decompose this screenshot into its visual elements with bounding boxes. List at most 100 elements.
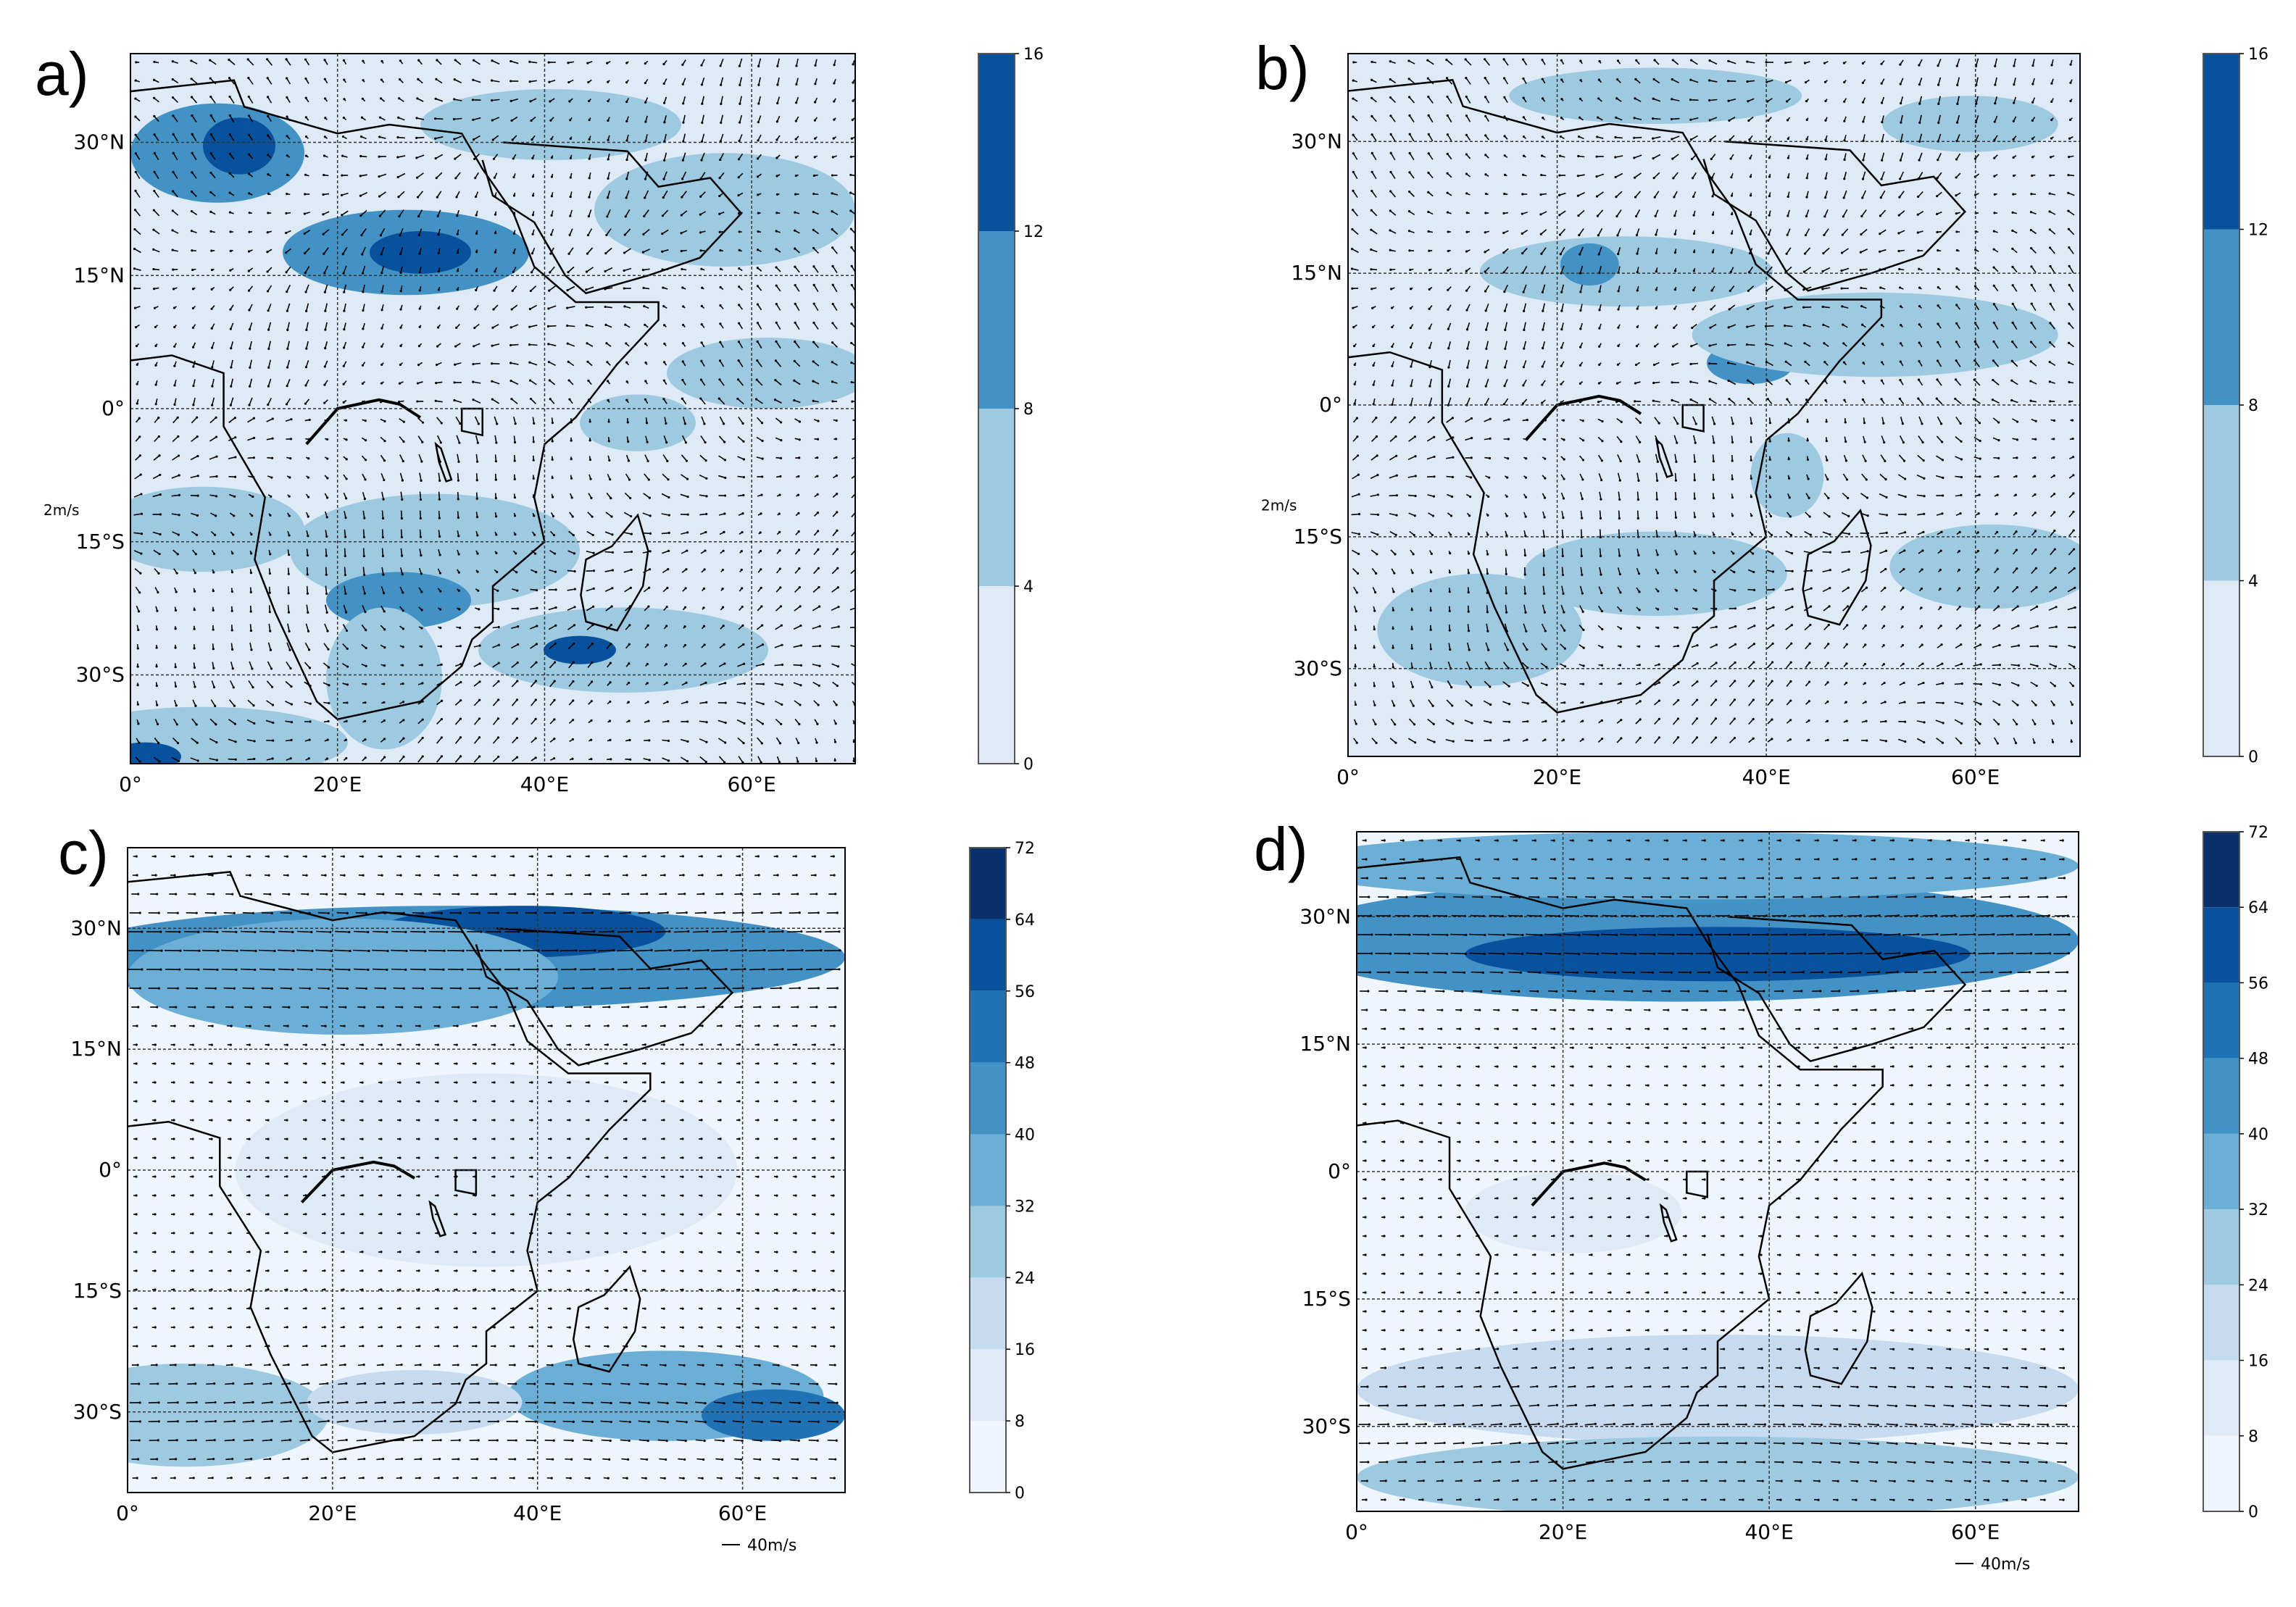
- shaded-region: [203, 117, 275, 174]
- shaded-region: [1509, 67, 1802, 124]
- lat-label: 30°N: [1299, 904, 1351, 928]
- lon-label: 20°E: [1539, 1520, 1587, 1544]
- colorbar-segment: [978, 54, 1015, 231]
- colorbar-segment: [2203, 1436, 2239, 1511]
- shaded-region: [1882, 96, 2058, 152]
- colorbar-tick-label: 40: [2248, 1126, 2268, 1144]
- lat-label: 15°N: [1299, 1032, 1351, 1056]
- colorbar-segment: [978, 586, 1015, 764]
- colorbar-segment: [978, 231, 1015, 409]
- colorbar-segment: [2203, 230, 2239, 406]
- lon-label: 0°: [1345, 1520, 1368, 1544]
- colorbar-tick-label: 8: [1023, 401, 1033, 419]
- colorbar-tick-label: 0: [1015, 1485, 1025, 1503]
- colorbar-tick-label: 8: [1015, 1413, 1025, 1431]
- colorbar-tick-label: 24: [1015, 1269, 1035, 1287]
- lat-label: 0°: [1319, 393, 1342, 417]
- colorbar-segment: [2203, 1134, 2239, 1209]
- colorbar-segment: [2203, 54, 2239, 230]
- colorbar-tick-label: 8: [2248, 397, 2258, 415]
- lon-label: 40°E: [1742, 765, 1790, 789]
- lon-label: 40°E: [520, 772, 569, 796]
- shaded-region: [1751, 433, 1824, 517]
- shaded-region: [1692, 293, 2058, 377]
- colorbar-tick-label: 0: [1023, 756, 1033, 774]
- lat-label: 30°S: [1294, 656, 1342, 680]
- lat-label: 15°S: [76, 530, 125, 554]
- colorbar-segment: [970, 1277, 1006, 1349]
- colorbar-segment: [2203, 405, 2239, 581]
- lon-label: 40°E: [1744, 1520, 1793, 1544]
- lon-label: 40°E: [513, 1501, 562, 1525]
- shaded-region: [1465, 1172, 1681, 1253]
- colorbar-tick-label: 32: [2248, 1201, 2268, 1219]
- colorbar-tick-label: 16: [2248, 1353, 2268, 1371]
- colorbar-segment: [2203, 1285, 2239, 1360]
- shaded-region: [1357, 1437, 2079, 1519]
- shaded-region: [702, 1390, 845, 1441]
- colorbar-tick-label: 16: [2248, 46, 2268, 64]
- map-area: [0, 848, 845, 1493]
- colorbar-tick-label: 64: [2248, 899, 2268, 917]
- colorbar-tick-label: 12: [2248, 222, 2268, 240]
- lon-label: 0°: [1336, 765, 1360, 789]
- shaded-region: [580, 394, 696, 451]
- lat-label: 15°N: [1291, 261, 1342, 285]
- colorbar-tick-label: 48: [1015, 1055, 1035, 1073]
- colorbar-segment: [2203, 581, 2239, 757]
- lat-label: 30°S: [73, 1400, 122, 1424]
- colorbar-tick-label: 0: [2248, 1503, 2258, 1522]
- lat-label: 15°N: [70, 1037, 122, 1061]
- panel-letter: a): [35, 43, 89, 104]
- lon-label: 20°E: [313, 772, 362, 796]
- shaded-region: [58, 707, 348, 778]
- side-unit-label: 2m/s: [1261, 497, 1297, 514]
- colorbar-tick-label: 12: [1023, 223, 1044, 241]
- colorbar-tick-label: 72: [1015, 840, 1035, 858]
- colorbar-tick-label: 16: [1015, 1341, 1035, 1359]
- colorbar-segment: [970, 919, 1006, 991]
- colorbar-segment: [2203, 832, 2239, 907]
- colorbar-segment: [970, 1206, 1006, 1277]
- lat-label: 30°N: [70, 916, 122, 940]
- colorbar-tick-label: 4: [1023, 578, 1033, 596]
- lat-label: 15°S: [73, 1279, 122, 1303]
- colorbar-segment: [970, 848, 1006, 919]
- shaded-region: [1560, 243, 1619, 285]
- colorbar-segment: [2203, 1209, 2239, 1285]
- colorbar-tick-label: 24: [2248, 1277, 2268, 1295]
- lat-label: 30°N: [1291, 129, 1342, 153]
- lon-label: 60°E: [727, 772, 775, 796]
- colorbar-tick-label: 16: [1023, 46, 1044, 64]
- lon-label: 60°E: [718, 1501, 767, 1525]
- lat-label: 0°: [1328, 1159, 1351, 1183]
- side-unit-label: 2m/s: [43, 501, 79, 519]
- colorbar-segment: [970, 1421, 1006, 1493]
- lon-label: 0°: [116, 1501, 139, 1525]
- colorbar-tick-label: 0: [2248, 748, 2258, 767]
- panel-letter: c): [58, 822, 109, 883]
- lat-label: 15°N: [73, 263, 125, 287]
- colorbar-tick-label: 40: [1015, 1127, 1035, 1145]
- colorbar-segment: [2203, 1059, 2239, 1134]
- lat-label: 15°S: [1302, 1287, 1351, 1311]
- shaded-region: [667, 338, 870, 409]
- colorbar-tick-label: 4: [2248, 573, 2258, 591]
- colorbar-tick-label: 56: [2248, 974, 2268, 993]
- lon-label: 60°E: [1951, 1520, 2000, 1544]
- colorbar-segment: [970, 1135, 1006, 1206]
- panel-letter: b): [1255, 38, 1310, 99]
- lat-label: 30°S: [76, 663, 125, 687]
- lat-label: 0°: [99, 1158, 122, 1182]
- colorbar-tick-label: 32: [1015, 1198, 1035, 1216]
- lat-label: 30°S: [1302, 1414, 1351, 1438]
- shaded-region: [544, 636, 616, 664]
- lon-label: 0°: [119, 772, 142, 796]
- scale-label: 40m/s: [1981, 1556, 2030, 1574]
- lon-label: 20°E: [1533, 765, 1581, 789]
- colorbar-segment: [970, 1349, 1006, 1421]
- lat-label: 15°S: [1294, 525, 1342, 548]
